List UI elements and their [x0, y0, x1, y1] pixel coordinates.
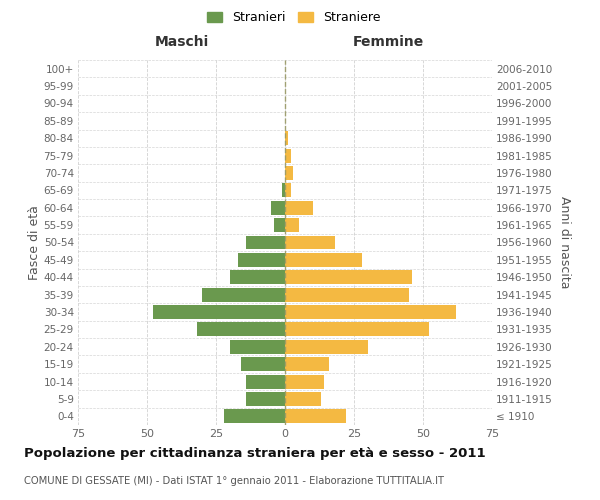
Bar [224, 410, 285, 424]
Bar [285, 132, 288, 145]
Bar [285, 410, 346, 424]
Bar [285, 374, 323, 388]
Bar [282, 184, 285, 198]
Bar [285, 392, 321, 406]
Bar [202, 288, 285, 302]
Bar [271, 201, 285, 214]
Y-axis label: Anni di nascita: Anni di nascita [559, 196, 571, 289]
Bar [197, 322, 285, 336]
Bar [285, 201, 313, 214]
Bar [285, 253, 362, 267]
Bar [238, 253, 285, 267]
Bar [247, 374, 285, 388]
Bar [274, 218, 285, 232]
Text: Femmine: Femmine [353, 34, 424, 48]
Bar [285, 357, 329, 371]
Bar [230, 340, 285, 353]
Bar [285, 288, 409, 302]
Bar [247, 392, 285, 406]
Bar [285, 322, 428, 336]
Legend: Stranieri, Straniere: Stranieri, Straniere [205, 8, 383, 26]
Bar [285, 270, 412, 284]
Bar [285, 218, 299, 232]
Bar [285, 148, 290, 162]
Bar [285, 305, 456, 319]
Text: Popolazione per cittadinanza straniera per età e sesso - 2011: Popolazione per cittadinanza straniera p… [24, 448, 485, 460]
Bar [285, 166, 293, 180]
Text: Maschi: Maschi [154, 34, 209, 48]
Bar [285, 340, 368, 353]
Bar [247, 236, 285, 250]
Bar [285, 184, 290, 198]
Bar [152, 305, 285, 319]
Y-axis label: Fasce di età: Fasce di età [28, 205, 41, 280]
Text: COMUNE DI GESSATE (MI) - Dati ISTAT 1° gennaio 2011 - Elaborazione TUTTITALIA.IT: COMUNE DI GESSATE (MI) - Dati ISTAT 1° g… [24, 476, 444, 486]
Bar [285, 236, 335, 250]
Bar [241, 357, 285, 371]
Bar [230, 270, 285, 284]
